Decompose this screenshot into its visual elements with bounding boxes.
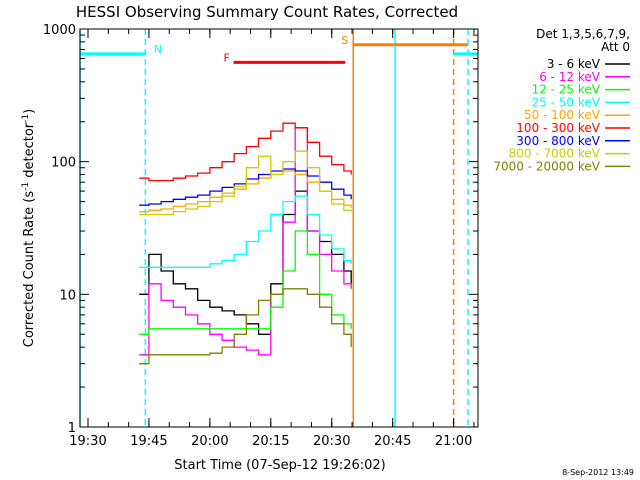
series-group <box>139 122 352 365</box>
legend-header-1: Det 1,3,5,6,7,9, <box>536 27 630 41</box>
legend-label-3: 25 - 50 keV <box>532 95 601 109</box>
legend-label-0: 3 - 6 keV <box>547 57 601 71</box>
chart-title: HESSI Observing Summary Count Rates, Cor… <box>76 3 458 21</box>
annotations: N F S <box>79 29 478 427</box>
y-tick-label-3: 1000 <box>43 23 76 38</box>
plot-background <box>80 29 478 427</box>
x-tick-label-5: 20:45 <box>374 434 411 449</box>
y-axis-label-part2: detector <box>22 122 37 182</box>
y-tick-label-1: 10 <box>59 288 76 303</box>
y-axis-label-sup1: -1 <box>21 182 31 191</box>
y-tick-label-2: 100 <box>51 156 76 171</box>
legend-header-2: Att 0 <box>601 40 630 54</box>
plot-area <box>80 29 478 427</box>
timestamp: 8-Sep-2012 13:49 <box>562 468 634 477</box>
legend-label-4: 50 - 100 keV <box>524 108 601 122</box>
x-tick-label-3: 20:15 <box>252 434 289 449</box>
plot-frame <box>79 28 479 428</box>
series-line-5 <box>139 122 352 182</box>
legend-label-7: 800 - 7000 keV <box>509 147 601 161</box>
series-line-2 <box>139 230 352 335</box>
x-tick-label-4: 20:30 <box>313 434 350 449</box>
series-line-8 <box>139 288 352 365</box>
series-line-3 <box>139 195 352 268</box>
x-tick-label-0: 19:30 <box>69 434 106 449</box>
x-tick-label-2: 20:00 <box>191 434 228 449</box>
y-axis-label: Corrected Count Rate (s-1 detector-1) <box>21 109 37 347</box>
x-tick-label-6: 21:00 <box>435 434 472 449</box>
flag-n-label: N <box>154 43 162 56</box>
axes: 1 10 100 1000 19:30 19:45 20:00 20:15 20:30 20:45… <box>43 23 479 449</box>
legend-label-8: 7000 - 20000 keV <box>493 159 600 173</box>
y-axis-label-sup2: -1 <box>21 114 31 123</box>
legend-label-1: 6 - 12 keV <box>539 70 601 84</box>
x-axis-label: Start Time (07-Sep-12 19:26:02) <box>174 458 385 473</box>
flag-f-label: F <box>223 51 229 64</box>
y-axis-label-part1: Corrected Count Rate (s <box>22 191 37 348</box>
x-tick-label-1: 19:45 <box>130 434 167 449</box>
flag-s-label: S <box>341 34 348 47</box>
legend-label-6: 300 - 800 keV <box>516 134 600 148</box>
legend-label-2: 12 - 25 keV <box>532 83 601 97</box>
y-axis-label-part3: ) <box>22 109 37 114</box>
y-tick-label-0: 1 <box>68 421 76 436</box>
series-line-7 <box>139 150 352 216</box>
legend-label-5: 100 - 300 keV <box>516 121 600 135</box>
